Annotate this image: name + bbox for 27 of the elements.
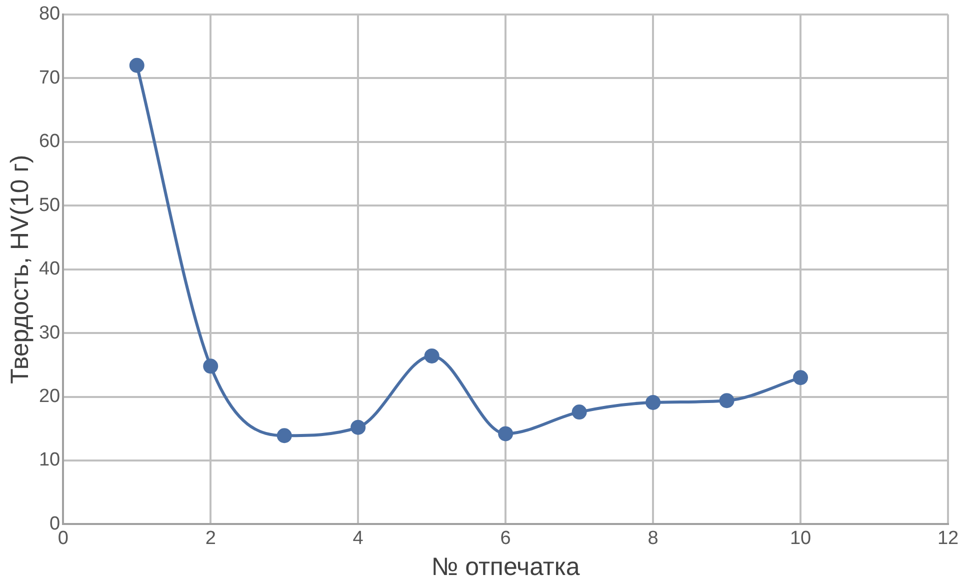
- x-tick-label: 10: [790, 528, 812, 549]
- y-tick-label: 50: [38, 194, 60, 216]
- x-tick-label: 8: [648, 528, 658, 549]
- point: [498, 426, 514, 442]
- y-tick-label: 30: [38, 322, 60, 344]
- point: [646, 394, 661, 410]
- point: [793, 370, 808, 386]
- x-axis-title: № отпечатка: [431, 552, 580, 581]
- y-tick-label: 60: [38, 131, 60, 152]
- y-tick-label: 40: [38, 258, 60, 280]
- point: [424, 348, 440, 364]
- y-tick-label: 10: [38, 450, 60, 471]
- y-tick-label: 80: [38, 4, 60, 25]
- x-tick-label: 2: [205, 528, 216, 549]
- y-axis-title: Твердость, HV(10 г): [6, 154, 34, 384]
- x-tick-label: 6: [500, 528, 511, 549]
- point: [572, 404, 587, 420]
- y-tick-label: 70: [38, 67, 60, 88]
- point: [129, 58, 144, 73]
- point: [350, 420, 366, 435]
- x-tick-label: 12: [937, 528, 959, 549]
- point: [203, 358, 218, 374]
- x-tick-label: 4: [352, 528, 364, 549]
- point: [276, 428, 292, 444]
- point: [719, 393, 734, 408]
- y-tick-label: 0: [50, 513, 60, 534]
- y-tick-label: 20: [38, 386, 60, 407]
